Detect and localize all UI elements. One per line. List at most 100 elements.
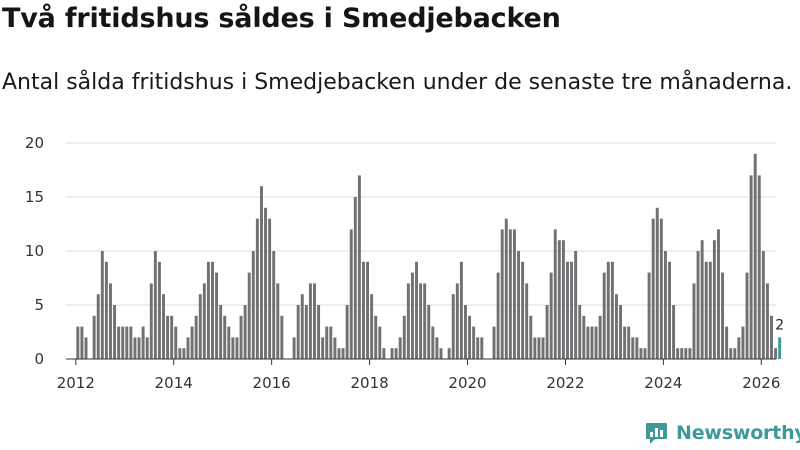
bar	[296, 305, 300, 359]
bar	[676, 348, 680, 359]
bar	[517, 251, 520, 359]
bar	[749, 175, 753, 359]
bar	[594, 326, 598, 359]
bar	[692, 283, 696, 359]
bar	[162, 294, 165, 359]
bar	[566, 261, 569, 359]
bar	[251, 251, 255, 359]
bar	[770, 315, 773, 359]
x-tick-label-2014: 2014	[155, 374, 193, 392]
bar	[663, 251, 667, 359]
bar	[435, 337, 439, 359]
bar	[341, 348, 345, 359]
bar	[362, 261, 365, 359]
bar	[496, 272, 500, 359]
bar	[157, 261, 161, 359]
bar	[508, 229, 512, 359]
bar	[696, 251, 700, 359]
bar	[431, 326, 435, 359]
bar	[708, 261, 712, 359]
bar	[721, 272, 725, 359]
bar	[761, 251, 765, 359]
newsworthy-brand: Newsworthy	[645, 420, 800, 446]
bar	[586, 326, 590, 359]
bar	[406, 283, 410, 359]
latest-value-label: 2	[775, 317, 784, 333]
bar	[390, 348, 394, 359]
bar	[149, 283, 153, 359]
bar	[137, 337, 141, 359]
bar	[382, 348, 386, 359]
bar	[606, 261, 610, 359]
bar	[125, 326, 129, 359]
bar	[194, 315, 198, 359]
bar	[174, 326, 178, 359]
bar	[329, 326, 333, 359]
bar	[578, 305, 582, 359]
bar	[255, 218, 259, 359]
bar	[272, 251, 276, 359]
bar	[619, 305, 623, 359]
bar	[304, 305, 308, 359]
bar	[553, 229, 557, 359]
bar	[639, 348, 643, 359]
bar	[345, 305, 349, 359]
bar	[688, 348, 692, 359]
bar	[684, 348, 688, 359]
bar	[235, 337, 239, 359]
bar	[419, 283, 423, 359]
bar	[631, 337, 635, 359]
bar	[374, 315, 378, 359]
bar	[239, 315, 243, 359]
bar	[264, 207, 268, 359]
bar	[561, 240, 565, 359]
bar	[109, 283, 112, 359]
bar	[153, 251, 157, 359]
y-tick-label-5: 5	[34, 296, 44, 314]
bar	[765, 283, 769, 359]
bar	[717, 229, 720, 359]
bar-chart-logo-icon	[646, 422, 667, 444]
bar	[325, 326, 329, 359]
bar	[464, 305, 467, 359]
bar	[243, 305, 247, 359]
bar	[276, 283, 280, 359]
bar	[614, 294, 618, 359]
bar	[100, 251, 104, 359]
bar	[129, 326, 133, 359]
bar	[541, 337, 545, 359]
bar	[227, 326, 231, 359]
x-tick-label-2016: 2016	[253, 374, 291, 392]
bar	[206, 261, 210, 359]
bar	[92, 315, 96, 359]
bar	[525, 283, 529, 359]
bar	[672, 305, 676, 359]
bar-latest	[778, 337, 782, 359]
bar	[700, 240, 704, 359]
bar	[725, 326, 729, 359]
x-tick-label-2022: 2022	[546, 374, 584, 392]
bar	[737, 337, 741, 359]
bar	[455, 283, 459, 359]
bar	[549, 272, 553, 359]
bar	[394, 348, 398, 359]
bar	[651, 218, 655, 359]
y-tick-label-20: 20	[25, 134, 44, 152]
chart-subtitle: Antal sålda fritidshus i Smedjebacken un…	[2, 70, 793, 95]
bar	[402, 315, 406, 359]
bar	[121, 326, 125, 359]
x-tick-label-2026: 2026	[742, 374, 780, 392]
bar-chart: 0 5 10 15 20 2 2012 2014 2016 2018 2020 2022 2024 202…	[25, 134, 784, 392]
bar	[537, 337, 541, 359]
bar	[357, 175, 361, 359]
bar	[300, 294, 304, 359]
bar	[729, 348, 733, 359]
bar	[215, 272, 219, 359]
bar	[292, 337, 296, 359]
bar	[500, 229, 504, 359]
bar	[415, 261, 418, 359]
bar	[623, 326, 627, 359]
y-tick-label-10: 10	[25, 242, 44, 260]
brand-name: Newsworthy	[676, 422, 800, 444]
bar	[468, 315, 472, 359]
